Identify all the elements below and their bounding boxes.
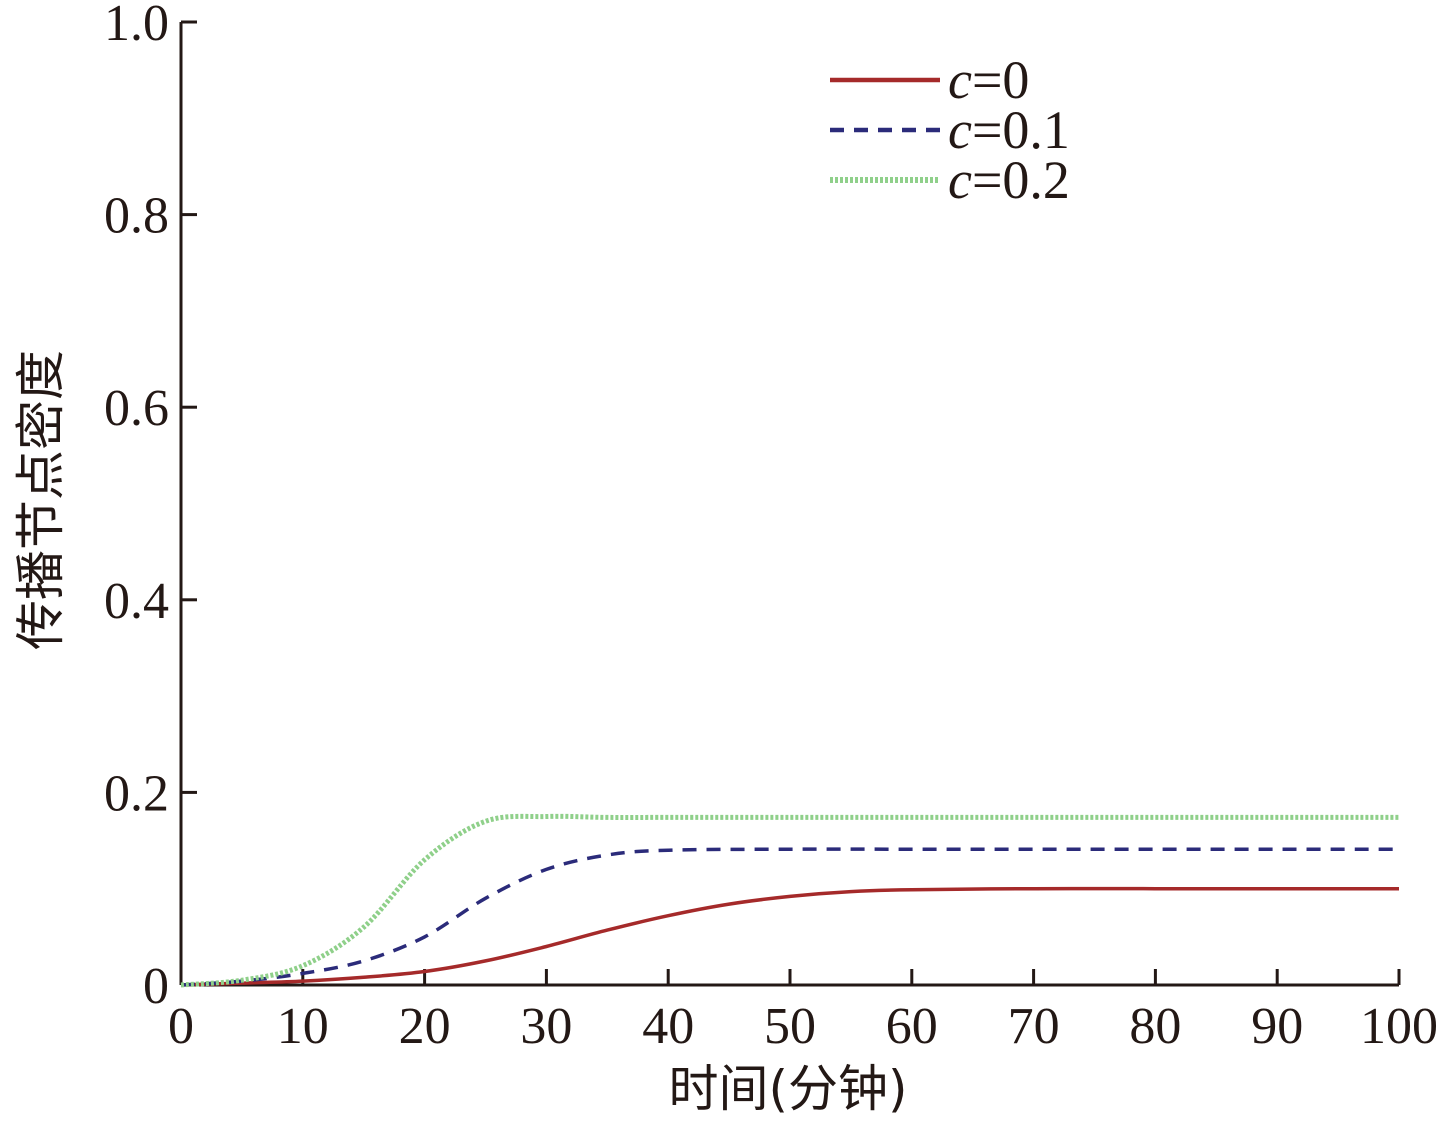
legend-value: =0.1 — [972, 100, 1070, 160]
axes — [179, 22, 1399, 987]
legend-variable: c — [948, 150, 972, 210]
x-tick-label: 100 — [1360, 998, 1438, 1055]
legend-variable: c — [948, 50, 972, 110]
legend: c=0c=0.1c=0.2 — [830, 50, 1070, 210]
legend-label-2: c=0.2 — [948, 150, 1070, 210]
x-tick-label: 80 — [1129, 998, 1181, 1055]
legend-label-0: c=0 — [948, 50, 1029, 110]
legend-label-1: c=0.1 — [948, 100, 1070, 160]
series-line-0 — [180, 886, 1399, 987]
x-tick-label: 30 — [520, 998, 572, 1055]
x-ticks: 0 10 20 30 40 50 60 70 80 90 100 — [168, 969, 1438, 1055]
y-tick-label: 0.2 — [104, 765, 169, 822]
x-tick-label: 50 — [764, 998, 816, 1055]
y-tick-label: 0 — [143, 958, 169, 1015]
x-tick-label: 0 — [168, 998, 194, 1055]
y-axis-label: 传播节点密度 — [12, 350, 70, 650]
x-tick-label: 40 — [642, 998, 694, 1055]
x-tick-label: 70 — [1008, 998, 1060, 1055]
x-tick-label: 20 — [399, 998, 451, 1055]
x-axis-label: 时间(分钟) — [668, 1060, 907, 1118]
y-tick-label: 0.6 — [104, 380, 169, 437]
y-tick-label: 1.0 — [104, 0, 169, 52]
x-tick-label: 10 — [277, 998, 329, 1055]
series-line-1 — [180, 847, 1399, 987]
series-line-2 — [180, 813, 1399, 988]
legend-value: =0.2 — [972, 150, 1070, 210]
y-ticks: 0 0.2 0.4 0.6 0.8 1.0 — [104, 0, 197, 1015]
legend-value: =0 — [972, 50, 1029, 110]
x-tick-label: 90 — [1251, 998, 1303, 1055]
legend-variable: c — [948, 100, 972, 160]
y-tick-label: 0.4 — [104, 573, 169, 630]
series-lines — [180, 813, 1399, 988]
x-tick-label: 60 — [886, 998, 938, 1055]
y-tick-label: 0.8 — [104, 188, 169, 245]
